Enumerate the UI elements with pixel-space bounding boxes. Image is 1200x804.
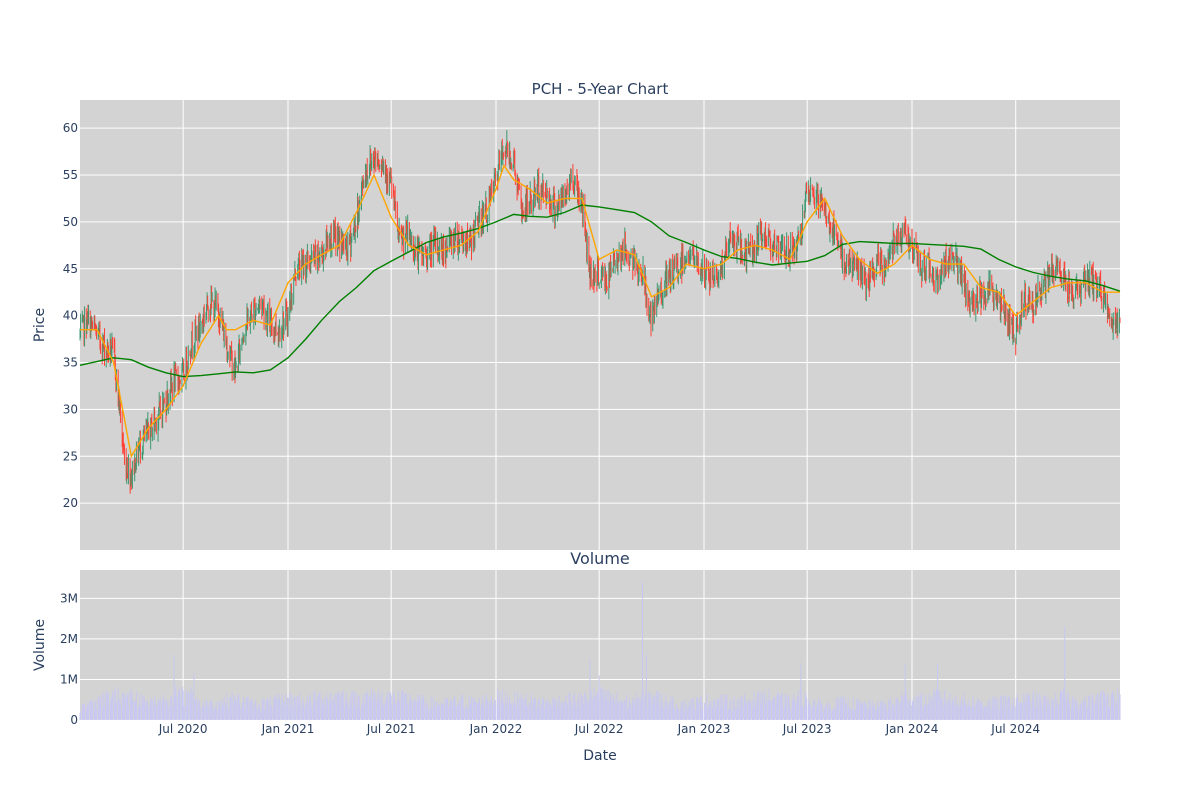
x-tick-label: Jul 2023 [782, 722, 832, 736]
price-chart-title: PCH - 5-Year Chart [532, 80, 669, 98]
price-y-tick-label: 35 [63, 356, 78, 370]
price-y-axis-label: Price [32, 308, 48, 342]
price-y-tick-label: 25 [63, 449, 78, 463]
volume-y-tick-label: 3M [60, 591, 78, 605]
volume-chart-title: Volume [570, 549, 630, 568]
price-y-tick-label: 55 [63, 168, 78, 182]
price-y-tick-label: 45 [63, 262, 78, 276]
x-tick-label: Jul 2024 [990, 722, 1040, 736]
volume-x-axis-ticks: Jul 2020 Jan 2021 Jul 2021 Jan 2022 Jul 2022… [158, 722, 1040, 736]
x-tick-label: Jul 2021 [366, 722, 416, 736]
volume-y-axis-ticks: 0 1M 2M 3M [60, 591, 78, 727]
volume-bars [79, 582, 1121, 720]
volume-y-tick-label: 2M [60, 632, 78, 646]
volume-y-tick-label: 0 [70, 713, 78, 727]
volume-x-axis-label: Date [583, 748, 616, 764]
volume-y-tick-label: 1M [60, 672, 78, 686]
price-y-tick-label: 40 [63, 309, 78, 323]
x-tick-label: Jan 2023 [677, 722, 731, 736]
volume-y-axis-label: Volume [32, 619, 48, 671]
price-y-tick-label: 30 [63, 402, 78, 416]
x-tick-label: Jan 2021 [261, 722, 315, 736]
price-y-tick-label: 60 [63, 121, 78, 135]
x-tick-label: Jul 2022 [574, 722, 624, 736]
moving-average-short-line [80, 164, 1120, 459]
x-tick-label: Jan 2022 [469, 722, 523, 736]
volume-plot-area [80, 570, 1120, 720]
x-tick-label: Jan 2024 [885, 722, 939, 736]
x-tick-label: Jul 2020 [158, 722, 208, 736]
moving-average-long-line [79, 204, 1121, 378]
price-y-tick-label: 50 [63, 215, 78, 229]
price-y-tick-label: 20 [63, 496, 78, 510]
price-y-axis-ticks: 20 25 30 35 40 45 50 55 60 [63, 121, 78, 510]
price-plot-area [80, 100, 1120, 550]
